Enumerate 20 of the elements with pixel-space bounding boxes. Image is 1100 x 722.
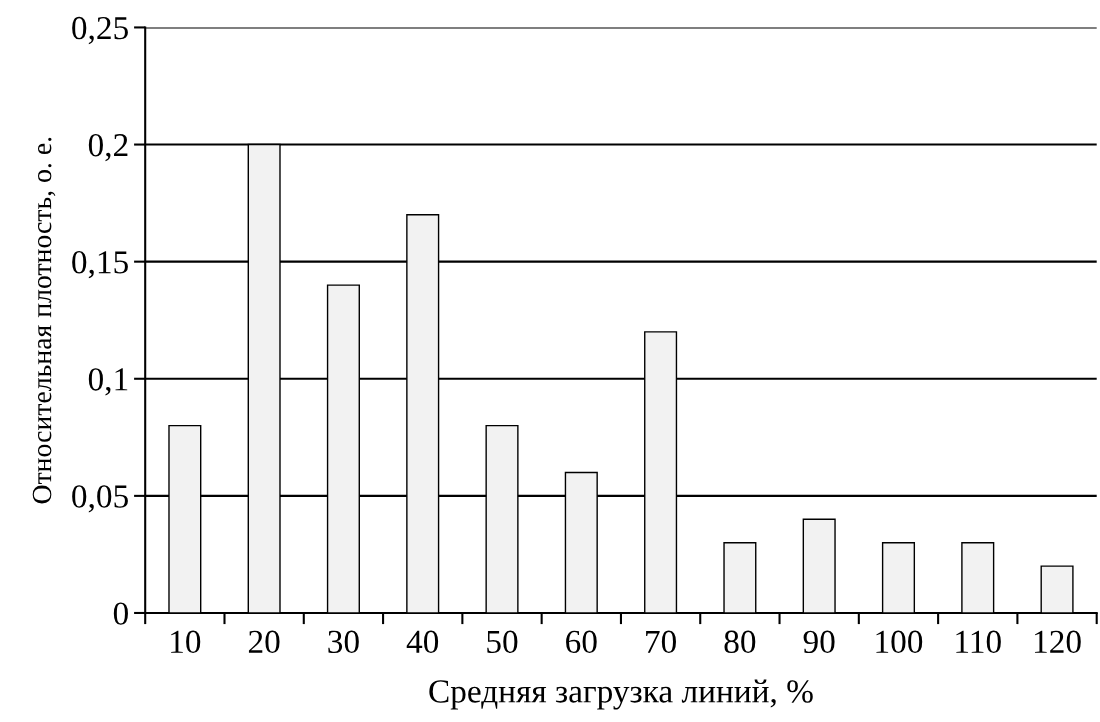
- y-tick-label: 0,1: [88, 368, 128, 396]
- x-tick-label: 40: [406, 630, 439, 654]
- y-tick-label: 0,05: [72, 485, 128, 513]
- x-tick-label: 60: [566, 630, 597, 654]
- x-axis-title: Средняя загрузка линий, %: [429, 679, 813, 710]
- x-tick-label: 120: [1034, 630, 1081, 654]
- x-tick-label: 50: [487, 630, 518, 654]
- x-tick-label: 30: [328, 630, 359, 654]
- x-tick-label: 80: [724, 630, 756, 654]
- x-tick-label: 110: [956, 630, 1001, 654]
- x-tick-label: 70: [646, 630, 676, 654]
- y-tick-label: 0,25: [72, 16, 128, 45]
- y-tick-label: 0,15: [72, 251, 128, 279]
- x-tick-label: 20: [248, 630, 280, 654]
- x-tick-label: 100: [876, 630, 923, 654]
- y-axis-title: Относительная плотность, о. е.: [32, 137, 56, 504]
- y-tick-label: 0: [113, 602, 128, 625]
- x-tick-label: 90: [803, 630, 835, 654]
- y-tick-label: 0,2: [88, 133, 128, 162]
- x-tick-label: 10: [171, 630, 201, 654]
